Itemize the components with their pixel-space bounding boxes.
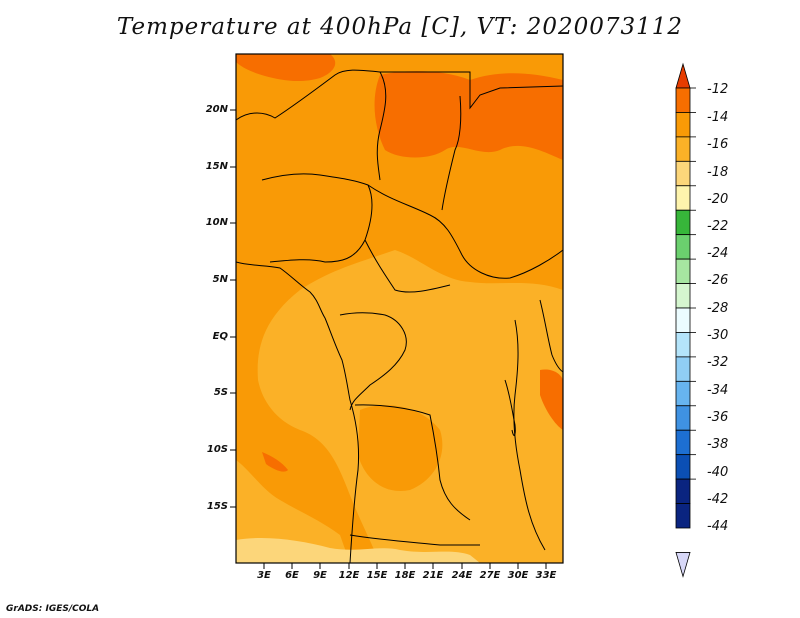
colorbar-swatch — [675, 283, 691, 309]
lat-label-15n: 15N — [205, 161, 228, 172]
lon-label-33e: 33E — [535, 570, 557, 581]
colorbar-upper-arrow — [675, 62, 691, 89]
colorbar-label: -20 — [707, 192, 729, 207]
border-south-1 — [354, 404, 471, 521]
field-band-16-patch — [358, 405, 443, 491]
colorbar-label: -24 — [707, 246, 729, 261]
colorbar-swatch — [675, 160, 691, 187]
colorbar-swatch — [675, 258, 691, 284]
lat-label-10s: 10S — [206, 444, 228, 455]
border-south-2 — [349, 534, 480, 546]
colorbar-label: -22 — [707, 219, 729, 234]
border-niger-chad — [441, 95, 462, 211]
colorbar-label: -44 — [707, 519, 729, 534]
field-band-14-nw — [236, 54, 336, 82]
colorbar — [675, 62, 696, 578]
lat-ticks — [230, 109, 236, 508]
colorbar-label: -34 — [707, 383, 729, 398]
colorbar-swatch — [675, 185, 691, 211]
border-central-2 — [364, 239, 451, 293]
colorbar-swatch — [675, 380, 691, 407]
border-east-upper — [539, 299, 563, 373]
map-title: Temperature at 400hPa [C], VT: 202007311… — [116, 14, 684, 40]
temperature-field — [236, 54, 563, 563]
lon-label-21e: 21E — [422, 570, 444, 581]
colorbar-swatch — [675, 112, 691, 138]
colorbar-swatch — [675, 209, 691, 236]
colorbar-label: -38 — [707, 437, 729, 452]
colorbar-lower-arrow — [675, 552, 691, 578]
colorbar-swatch — [675, 405, 691, 431]
lon-label-6e: 6E — [285, 570, 299, 581]
lat-label-5n: 5N — [212, 274, 228, 285]
field-band-20 — [236, 537, 480, 563]
border-east — [513, 319, 546, 551]
border-nigeria — [261, 173, 373, 263]
lat-label-15s: 15S — [206, 501, 228, 512]
map-frame — [235, 53, 564, 564]
lon-label-3e: 3E — [257, 570, 271, 581]
field-band-14-east — [540, 369, 563, 430]
colorbar-swatch — [675, 332, 691, 358]
coastline-west — [236, 261, 359, 563]
lon-label-30e: 30E — [507, 570, 529, 581]
colorbar-label: -16 — [707, 137, 729, 152]
border-north-2 — [380, 71, 563, 110]
colorbar-label: -14 — [707, 110, 729, 125]
colorbar-label: -12 — [707, 82, 729, 97]
lon-ticks — [263, 563, 547, 569]
field-band-14 — [374, 71, 563, 160]
colorbar-label: -18 — [707, 165, 729, 180]
colorbar-label: -30 — [707, 328, 729, 343]
lon-label-12e: 12E — [338, 570, 360, 581]
lon-label-27e: 27E — [479, 570, 501, 581]
colorbar-label: -32 — [707, 355, 729, 370]
lon-label-9e: 9E — [313, 570, 327, 581]
lon-label-15e: 15E — [366, 570, 388, 581]
colorbar-label: -26 — [707, 273, 729, 288]
field-band-18-west — [236, 460, 350, 563]
lat-label-5s: 5S — [213, 387, 228, 398]
field-band-14-sw — [262, 452, 288, 472]
colorbar-label: -28 — [707, 301, 729, 316]
colorbar-swatch — [675, 503, 691, 529]
colorbar-label: -40 — [707, 465, 729, 480]
map-boundaries — [236, 69, 563, 563]
border-congo — [339, 312, 407, 411]
grads-credit: GrADS: IGES/COLA — [6, 604, 100, 614]
colorbar-swatch — [675, 234, 691, 260]
lake-tanganyika — [504, 379, 516, 436]
colorbar-swatch — [675, 356, 691, 382]
lon-label-24e: 24E — [451, 570, 473, 581]
colorbar-swatch — [675, 136, 691, 162]
colorbar-swatch — [675, 429, 691, 456]
border-north-1 — [236, 69, 387, 181]
colorbar-swatch — [675, 478, 691, 504]
colorbar-label: -36 — [707, 410, 729, 425]
colorbar-label: -42 — [707, 492, 729, 507]
field-band-18 — [257, 250, 563, 563]
lon-label-18e: 18E — [394, 570, 416, 581]
colorbar-swatch — [675, 87, 691, 113]
lat-label-10n: 10N — [205, 217, 228, 228]
colorbar-swatch — [675, 307, 691, 333]
lat-label-eq: EQ — [212, 331, 228, 342]
border-central-1 — [367, 184, 563, 279]
lat-label-20n: 20N — [205, 104, 228, 115]
colorbar-swatch — [675, 454, 691, 480]
